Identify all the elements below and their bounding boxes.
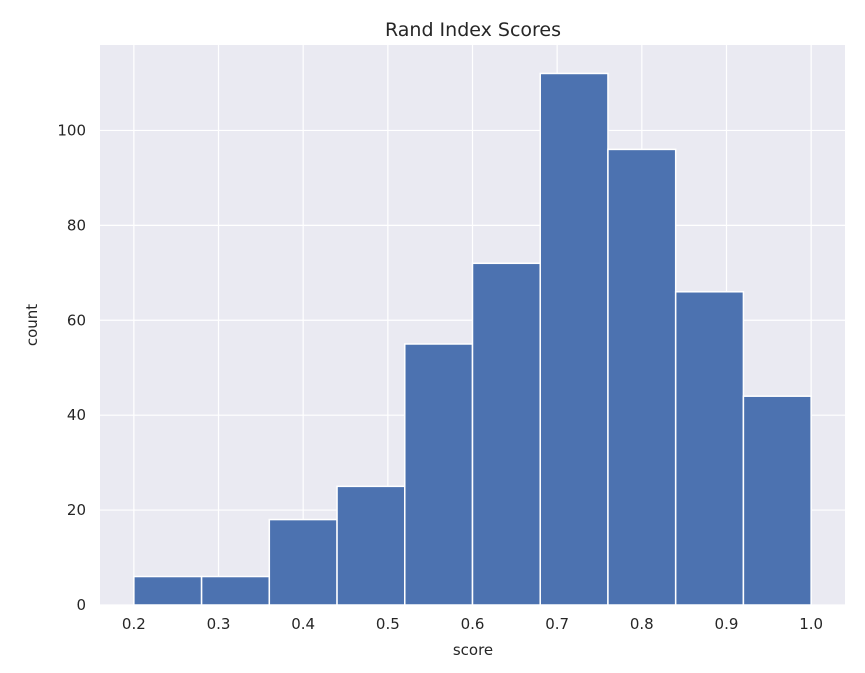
histogram-bar [471, 262, 541, 606]
histogram-bar [607, 148, 677, 606]
histogram-bar [133, 575, 203, 606]
x-tick-label: 0.4 [291, 615, 315, 633]
x-tick-label: 0.7 [545, 615, 569, 633]
y-tick-label: 40 [67, 406, 86, 424]
histogram-bar [674, 291, 745, 606]
x-axis-label: score [453, 641, 493, 659]
x-tick-label: 0.3 [207, 615, 231, 633]
histogram-bar [539, 72, 609, 606]
histogram-bar [200, 575, 271, 606]
y-tick-label: 100 [57, 121, 86, 139]
y-tick-label: 20 [67, 501, 86, 519]
y-axis-ticks: 0 20 40 60 80 100 [57, 121, 86, 614]
y-tick-label: 60 [67, 311, 86, 329]
x-tick-label: 1.0 [799, 615, 823, 633]
histogram-bar [742, 395, 812, 606]
histogram-bar [336, 485, 406, 606]
y-axis-label: count [23, 304, 41, 346]
histogram-bar [404, 343, 474, 606]
x-tick-label: 0.8 [630, 615, 654, 633]
x-tick-label: 0.5 [376, 615, 400, 633]
chart-title: Rand Index Scores [385, 19, 561, 41]
histogram-bar [268, 518, 338, 606]
histogram-bars [133, 72, 812, 606]
x-axis-ticks: 0.2 0.3 0.4 0.5 0.6 0.7 0.8 0.9 1.0 [122, 615, 823, 633]
y-tick-label: 0 [76, 596, 86, 614]
y-tick-label: 80 [67, 216, 86, 234]
x-tick-label: 0.9 [715, 615, 739, 633]
x-tick-label: 0.2 [122, 615, 146, 633]
x-tick-label: 0.6 [461, 615, 485, 633]
